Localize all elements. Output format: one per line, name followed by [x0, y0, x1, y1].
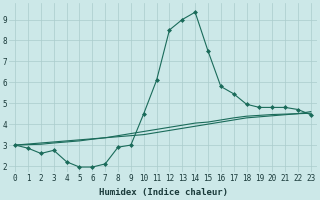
X-axis label: Humidex (Indice chaleur): Humidex (Indice chaleur): [99, 188, 228, 197]
